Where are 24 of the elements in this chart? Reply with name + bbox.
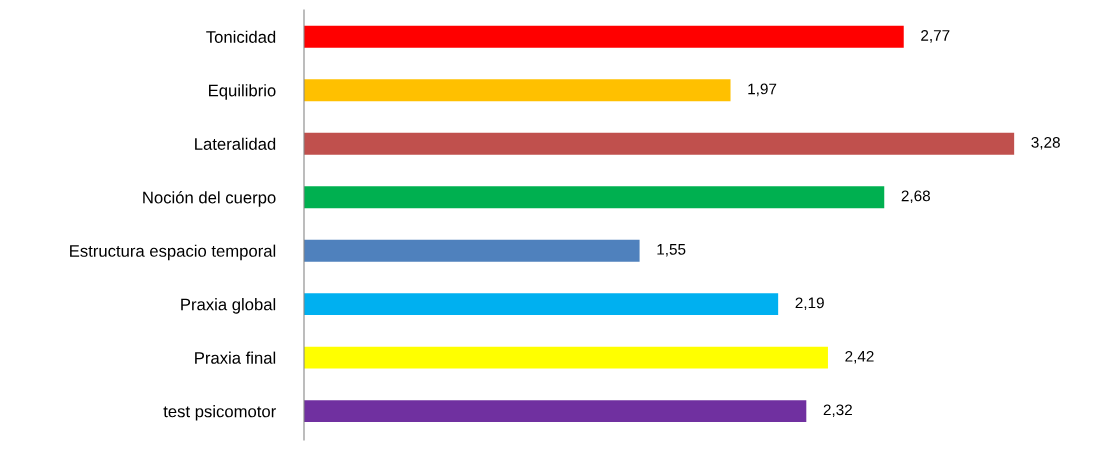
bar: [304, 239, 640, 262]
bar: [304, 79, 731, 102]
data-label: 2,32: [823, 404, 852, 418]
y-tick-label: Praxia final: [195, 351, 276, 364]
y-tick-label: Estructura espacio temporal: [70, 244, 276, 261]
y-tick-label: Praxia global: [181, 298, 276, 314]
data-label: 2,19: [795, 297, 824, 311]
y-tick-label: Equilibrio: [209, 84, 276, 100]
data-label: 3,28: [1031, 136, 1060, 150]
data-label: 1,55: [657, 244, 686, 257]
data-label: 2,42: [845, 350, 874, 364]
data-label: 2,77: [921, 30, 950, 43]
bar: [304, 132, 1015, 155]
y-tick-label: Noción del cuerpo: [143, 191, 276, 207]
bar: [304, 25, 904, 48]
y-tick-label: Lateralidad: [195, 137, 276, 150]
y-tick-label: Tonicidad: [206, 30, 276, 43]
bar: [304, 186, 885, 209]
bar: [304, 400, 807, 423]
bar: [304, 293, 779, 316]
y-tick-label: test psicomotor: [163, 405, 276, 421]
bar: [304, 346, 828, 369]
data-label: 1,97: [748, 83, 777, 97]
data-label: 2,68: [901, 190, 930, 204]
